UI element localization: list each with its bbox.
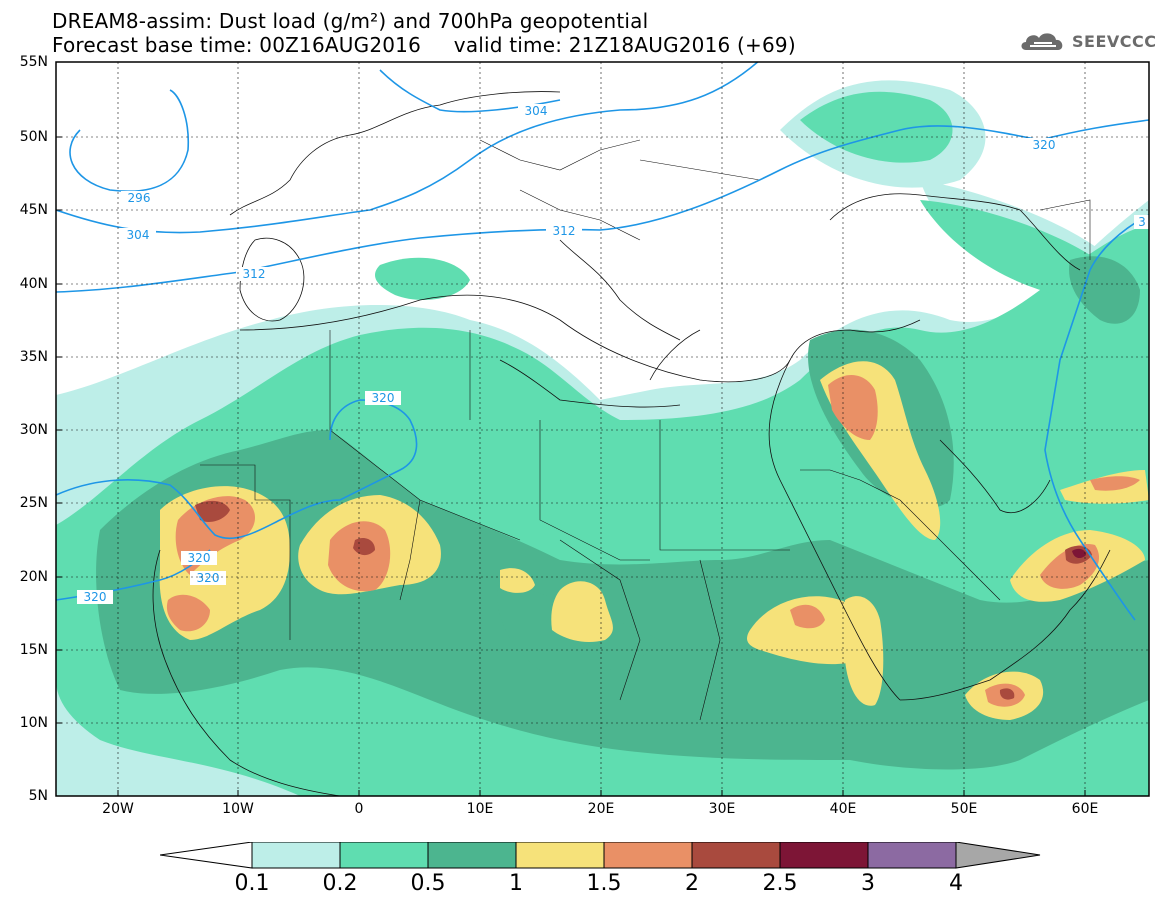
lat-label: 25N [19, 495, 48, 511]
coastlines [152, 91, 1111, 796]
legend-swatch [427, 842, 517, 869]
brand-logo: SEEVCCC [1018, 28, 1157, 54]
legend-tick-label: 3 [861, 871, 875, 896]
lat-label: 55N [19, 54, 48, 70]
lat-label: 30N [19, 422, 48, 438]
legend-swatch [691, 842, 781, 869]
lat-label: 20N [19, 569, 48, 585]
lon-label: 10W [222, 801, 254, 817]
lon-label: 0 [354, 801, 364, 817]
legend-swatch [779, 842, 869, 869]
lon-label: 10E [466, 801, 494, 817]
legend-tick-label: 0.2 [322, 871, 358, 896]
contour-label-group: 296 304 304 312 312 320 320 320 320 320 … [77, 104, 1149, 604]
lat-label: 35N [19, 349, 48, 365]
contour-label: 312 [243, 267, 266, 281]
brand-name: SEEVCCC [1072, 31, 1157, 51]
lat-label: 15N [19, 642, 48, 658]
legend-low-arrow [160, 842, 253, 869]
legend-tick-label: 2 [685, 871, 699, 896]
legend-tick-label: 4 [949, 871, 963, 896]
contour-label: 320 [1033, 138, 1056, 152]
legend-swatch [867, 842, 957, 869]
lon-label: 20E [587, 801, 615, 817]
legend-tick-label: 2.5 [762, 871, 798, 896]
contour-label: 312 [553, 224, 576, 238]
lon-label: 30E [708, 801, 736, 817]
cloud-logo-icon [1021, 33, 1063, 50]
legend-tick-label: 0.1 [234, 871, 270, 896]
dust-band-2-5 [1072, 548, 1086, 559]
lat-label: 40N [19, 276, 48, 292]
contour-label: 320 [84, 590, 107, 604]
contour-label: 320 [372, 391, 395, 405]
lat-label: 45N [19, 202, 48, 218]
axis-ticks [56, 61, 1086, 796]
lon-label: 60E [1071, 801, 1099, 817]
contour-label: 304 [127, 228, 150, 242]
legend-colorbar [160, 842, 1041, 869]
graticule [56, 62, 1149, 796]
map-subtitle: Forecast base time: 00Z16AUG2016 valid t… [52, 33, 796, 57]
contour-label: 304 [525, 104, 548, 118]
dust-shading [56, 80, 1149, 796]
country-borders [200, 139, 1091, 721]
contour-label: 320 [188, 551, 211, 565]
legend-high-arrow [955, 842, 1041, 869]
legend-tick-label: 0.5 [410, 871, 446, 896]
dust-band-2 [195, 500, 1092, 700]
legend-swatch [339, 842, 429, 869]
lat-label: 5N [28, 788, 48, 804]
lon-label: 20W [102, 801, 134, 817]
contour-label: 3 [1138, 215, 1146, 229]
legend-tick-label: 1 [509, 871, 523, 896]
legend-tick-label: 1.5 [586, 871, 622, 896]
contour-label: 296 [128, 191, 151, 205]
lat-label: 10N [19, 715, 48, 731]
lat-label: 50N [19, 129, 48, 145]
lon-label: 50E [950, 801, 978, 817]
map-frame [55, 61, 1150, 797]
lon-label: 40E [829, 801, 857, 817]
contour-label: 320 [197, 571, 220, 585]
legend-swatch [251, 842, 341, 869]
legend-swatch [515, 842, 605, 869]
map-title: DREAM8-assim: Dust load (g/m²) and 700hP… [52, 9, 649, 33]
legend-swatch [603, 842, 693, 869]
